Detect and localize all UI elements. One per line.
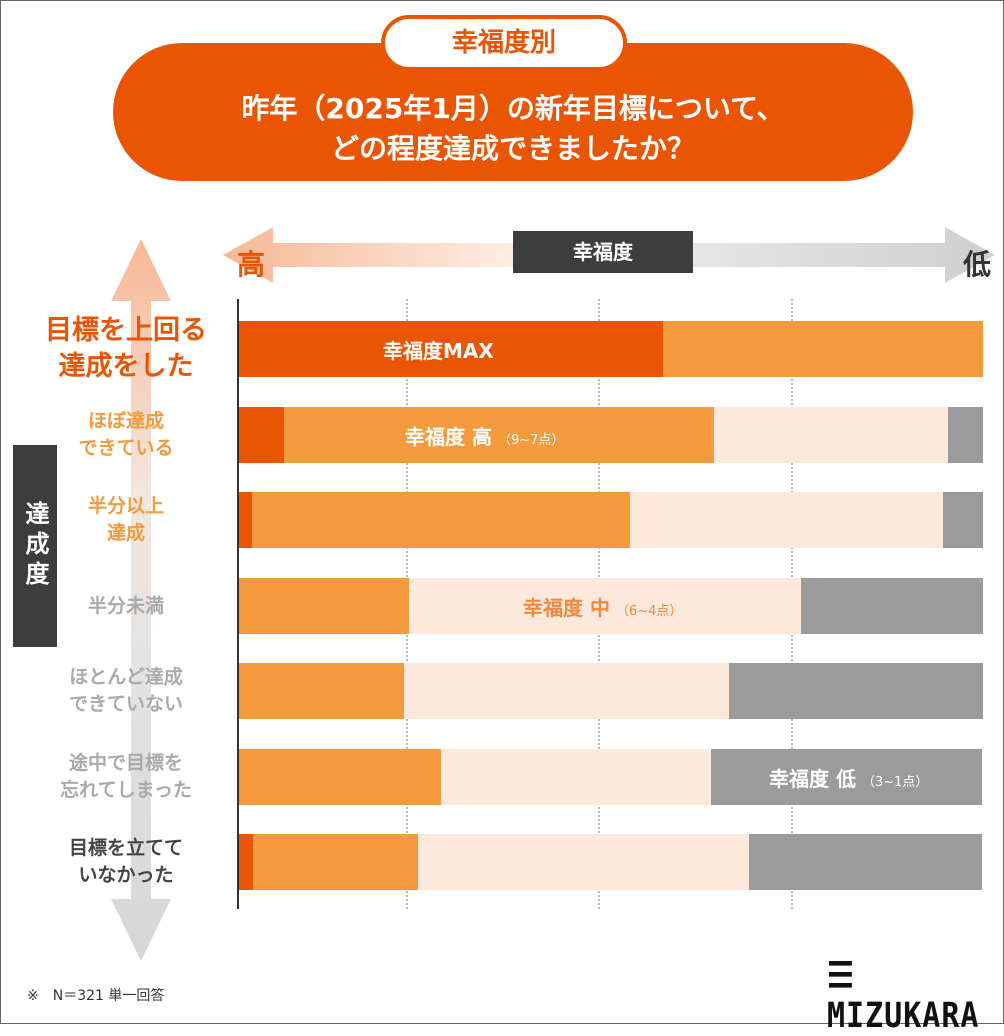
bar-row xyxy=(237,407,983,463)
bar-segment-max xyxy=(237,321,663,377)
series-name: 幸福度 高 xyxy=(405,425,492,449)
x-low-label: 低 xyxy=(963,248,992,281)
series-note: （6~4点） xyxy=(615,604,683,619)
category-label-line: 半分以上 xyxy=(87,495,164,517)
category-label: ほとんど達成 できていない xyxy=(21,664,231,718)
bar-segment-max xyxy=(237,407,284,463)
x-axis-label: 幸福度 xyxy=(513,231,693,273)
bar-segment-mid xyxy=(629,492,943,548)
plot-area: 幸福度MAX 幸福度 高 （9~7点） 幸福度 中 （6~4点） 幸福度 低 （3~1点） xyxy=(237,299,984,909)
series-label: 幸福度MAX xyxy=(383,335,494,364)
bar-row xyxy=(237,321,983,377)
category-label-line: できている xyxy=(78,437,174,459)
title-line-1: 昨年（2025年1月）の新年目標について、 xyxy=(241,92,785,125)
bar-segment-low xyxy=(711,749,983,805)
bar-row xyxy=(237,663,983,719)
bar-segment-mid xyxy=(440,749,712,805)
bar-row xyxy=(237,834,983,890)
series-note: （9~7点） xyxy=(497,433,565,448)
bar-segment-high xyxy=(237,578,410,634)
category-label-line: ほぼ達成 xyxy=(87,410,164,432)
vertical-arrow xyxy=(111,239,171,961)
sample-note: ※ N＝321 単一回答 xyxy=(27,988,165,1004)
y-axis-label: 達成度 xyxy=(13,445,57,647)
series-label: 幸福度 低 （3~1点） xyxy=(769,763,928,792)
category-label: 半分以上 達成 xyxy=(21,493,231,547)
category-label: 目標を上回る 達成をした xyxy=(21,313,231,385)
bar-segment-mid xyxy=(417,834,750,890)
bar-segment-low xyxy=(729,663,983,719)
category-label-line: 半分未満 xyxy=(87,594,164,617)
category-label-line: ほとんど達成 xyxy=(69,666,183,688)
category-label-line: 目標を立てて xyxy=(68,837,183,859)
series-name: 幸福度 中 xyxy=(523,596,610,620)
bar-segment-mid xyxy=(713,407,948,463)
category-label: 途中で目標を 忘れてしまった xyxy=(21,750,231,804)
category-label: 半分未満 xyxy=(21,593,231,620)
x-high-label: 高 xyxy=(237,248,266,281)
category-label-line: 途中で目標を xyxy=(68,752,183,774)
bar-segment-low xyxy=(942,492,984,548)
bar-segment-mid xyxy=(404,663,730,719)
bar-segment-high xyxy=(237,663,405,719)
bar-segment-high xyxy=(251,492,630,548)
category-label-line: 達成 xyxy=(106,522,145,544)
category-label: 目標を立てて いなかった xyxy=(21,835,231,889)
category-label-line: いなかった xyxy=(78,864,174,886)
bar-row xyxy=(237,578,983,634)
category-label-line: 目標を上回る xyxy=(45,315,207,346)
title-line-2: どの程度達成できましたか？ xyxy=(330,132,695,165)
bar-segment-high xyxy=(662,321,983,377)
bar-segment-high xyxy=(283,407,714,463)
logo-text: MIZUKARA xyxy=(827,996,980,1036)
series-name: 幸福度MAX xyxy=(383,339,494,363)
bar-segment-max xyxy=(237,492,252,548)
category-label: ほぼ達成 できている xyxy=(21,408,231,462)
bar-segment-mid xyxy=(409,578,801,634)
bar-segment-max xyxy=(237,834,253,890)
bar-segment-low xyxy=(749,834,983,890)
series-note: （3~1点） xyxy=(861,775,929,790)
bar-segment-low xyxy=(800,578,983,634)
category-label-line: 達成をした xyxy=(58,351,194,382)
y-axis-line xyxy=(237,299,239,909)
category-label-line: 忘れてしまった xyxy=(60,779,192,801)
bar-segment-high xyxy=(252,834,418,890)
series-label: 幸福度 中 （6~4点） xyxy=(523,592,682,621)
series-name: 幸福度 低 xyxy=(769,767,856,791)
bar-row xyxy=(237,492,984,548)
bar-segment-low xyxy=(947,407,983,463)
subtitle-pill: 幸福度別 xyxy=(381,15,627,71)
category-label-line: できていない xyxy=(68,693,183,715)
series-label: 幸福度 高 （9~7点） xyxy=(405,421,564,450)
bar-segment-high xyxy=(237,749,441,805)
bar-row xyxy=(237,749,983,805)
